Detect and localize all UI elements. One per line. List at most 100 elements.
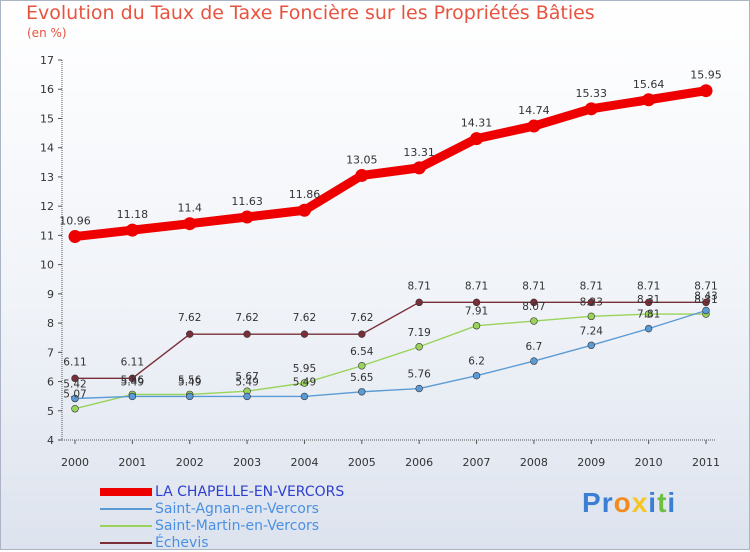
- x-tick-label: 2010: [635, 456, 663, 469]
- data-point: [358, 330, 366, 338]
- data-point: [530, 298, 538, 307]
- data-label: 8.71: [580, 280, 603, 292]
- data-point: [642, 93, 656, 107]
- data-point: [644, 298, 653, 307]
- data-label: 5.95: [293, 363, 316, 375]
- data-point: [472, 298, 481, 307]
- y-tick-label: 16: [40, 83, 54, 96]
- data-point: [300, 330, 309, 338]
- data-label: 5.56: [121, 374, 145, 386]
- data-point: [128, 392, 137, 401]
- data-label: 7.62: [350, 312, 373, 324]
- data-label: 8.71: [694, 280, 717, 292]
- proxiti-logo: Proxiti: [582, 487, 676, 519]
- data-point: [186, 330, 194, 338]
- data-label: 15.95: [690, 69, 722, 82]
- data-point: [71, 374, 79, 383]
- data-point: [472, 371, 481, 380]
- data-label: 5.67: [235, 371, 258, 383]
- data-point: [297, 203, 311, 217]
- data-label: 8.43: [694, 291, 717, 303]
- series-line: [74, 309, 707, 400]
- data-label: 11.18: [117, 208, 149, 221]
- data-point: [699, 84, 713, 98]
- x-tick-label: 2002: [176, 456, 204, 469]
- x-tick-label: 2008: [520, 456, 548, 469]
- y-tick-label: 17: [40, 54, 54, 67]
- y-tick-label: 5: [47, 405, 54, 418]
- data-point: [240, 210, 254, 224]
- data-label: 7.62: [178, 312, 201, 324]
- x-tick-label: 2000: [61, 456, 89, 469]
- y-tick-label: 12: [40, 200, 54, 213]
- data-label: 11.63: [231, 195, 263, 208]
- data-label: 15.33: [576, 87, 608, 100]
- y-tick-label: 11: [40, 229, 54, 242]
- data-point: [584, 102, 598, 116]
- y-tick-label: 9: [47, 288, 54, 301]
- data-point: [243, 330, 251, 338]
- data-point: [183, 217, 197, 231]
- data-point: [186, 392, 194, 401]
- logo-letter: i: [667, 487, 677, 518]
- legend-swatch-saint-martin: [100, 525, 152, 527]
- data-label: 5.07: [63, 389, 86, 401]
- x-tick-label: 2007: [463, 456, 491, 469]
- data-point: [472, 322, 481, 330]
- data-label: 8.31: [637, 294, 660, 306]
- data-point: [587, 298, 595, 307]
- y-tick-label: 6: [47, 376, 54, 389]
- legend-label-saint-martin: Saint-Martin-en-Vercors: [155, 518, 320, 534]
- data-point: [243, 392, 251, 401]
- x-tick-label: 2001: [118, 456, 146, 469]
- data-label: 8.71: [522, 280, 545, 292]
- data-point: [300, 392, 309, 401]
- data-label: 6.54: [350, 346, 374, 358]
- data-label: 6.7: [526, 341, 543, 353]
- y-tick-label: 14: [40, 142, 54, 155]
- data-label: 14.31: [461, 117, 493, 130]
- data-point: [415, 343, 423, 351]
- data-label: 5.49: [178, 376, 201, 388]
- data-label: 7.62: [293, 312, 316, 324]
- data-label: 13.31: [403, 146, 435, 159]
- data-point: [644, 310, 653, 318]
- series-line: [70, 86, 711, 242]
- data-label: 7.91: [465, 306, 488, 318]
- data-label: 8.31: [694, 294, 717, 306]
- data-label: 7.81: [637, 309, 660, 321]
- y-tick-label: 4: [47, 434, 54, 447]
- data-label: 6.11: [121, 356, 144, 368]
- x-tick-label: 2004: [290, 456, 318, 469]
- data-label: 5.76: [407, 369, 431, 381]
- data-point: [68, 230, 82, 244]
- data-label: 7.19: [407, 327, 430, 339]
- data-label: 13.05: [346, 153, 378, 166]
- data-point: [530, 357, 538, 365]
- data-point: [358, 362, 366, 370]
- data-point: [412, 161, 426, 175]
- data-point: [587, 312, 595, 321]
- series-line: [74, 313, 707, 410]
- data-point: [355, 168, 369, 182]
- logo-letter: o: [613, 487, 632, 518]
- chart-title: Evolution du Taux de Taxe Foncière sur l…: [26, 2, 595, 24]
- data-label: 15.64: [633, 78, 665, 91]
- x-tick-label: 2006: [405, 456, 433, 469]
- y-tick-label: 15: [40, 112, 54, 125]
- data-label: 11.4: [177, 202, 202, 215]
- data-point: [71, 394, 79, 403]
- data-point: [358, 388, 366, 396]
- data-label: 5.42: [63, 378, 86, 390]
- data-label: 5.49: [121, 376, 144, 388]
- legend-label-saint-agnan: Saint-Agnan-en-Vercors: [155, 501, 319, 517]
- data-point: [415, 298, 423, 307]
- legend-swatch-chapelle: [100, 488, 152, 496]
- logo-letter: P: [582, 487, 602, 518]
- data-label: 5.65: [350, 372, 373, 384]
- data-label: 14.74: [518, 104, 550, 117]
- data-point: [527, 119, 541, 133]
- data-point: [470, 132, 484, 146]
